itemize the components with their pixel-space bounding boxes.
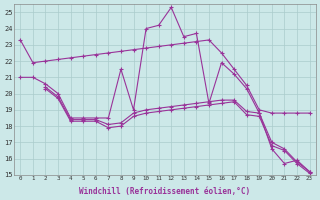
X-axis label: Windchill (Refroidissement éolien,°C): Windchill (Refroidissement éolien,°C): [79, 187, 251, 196]
